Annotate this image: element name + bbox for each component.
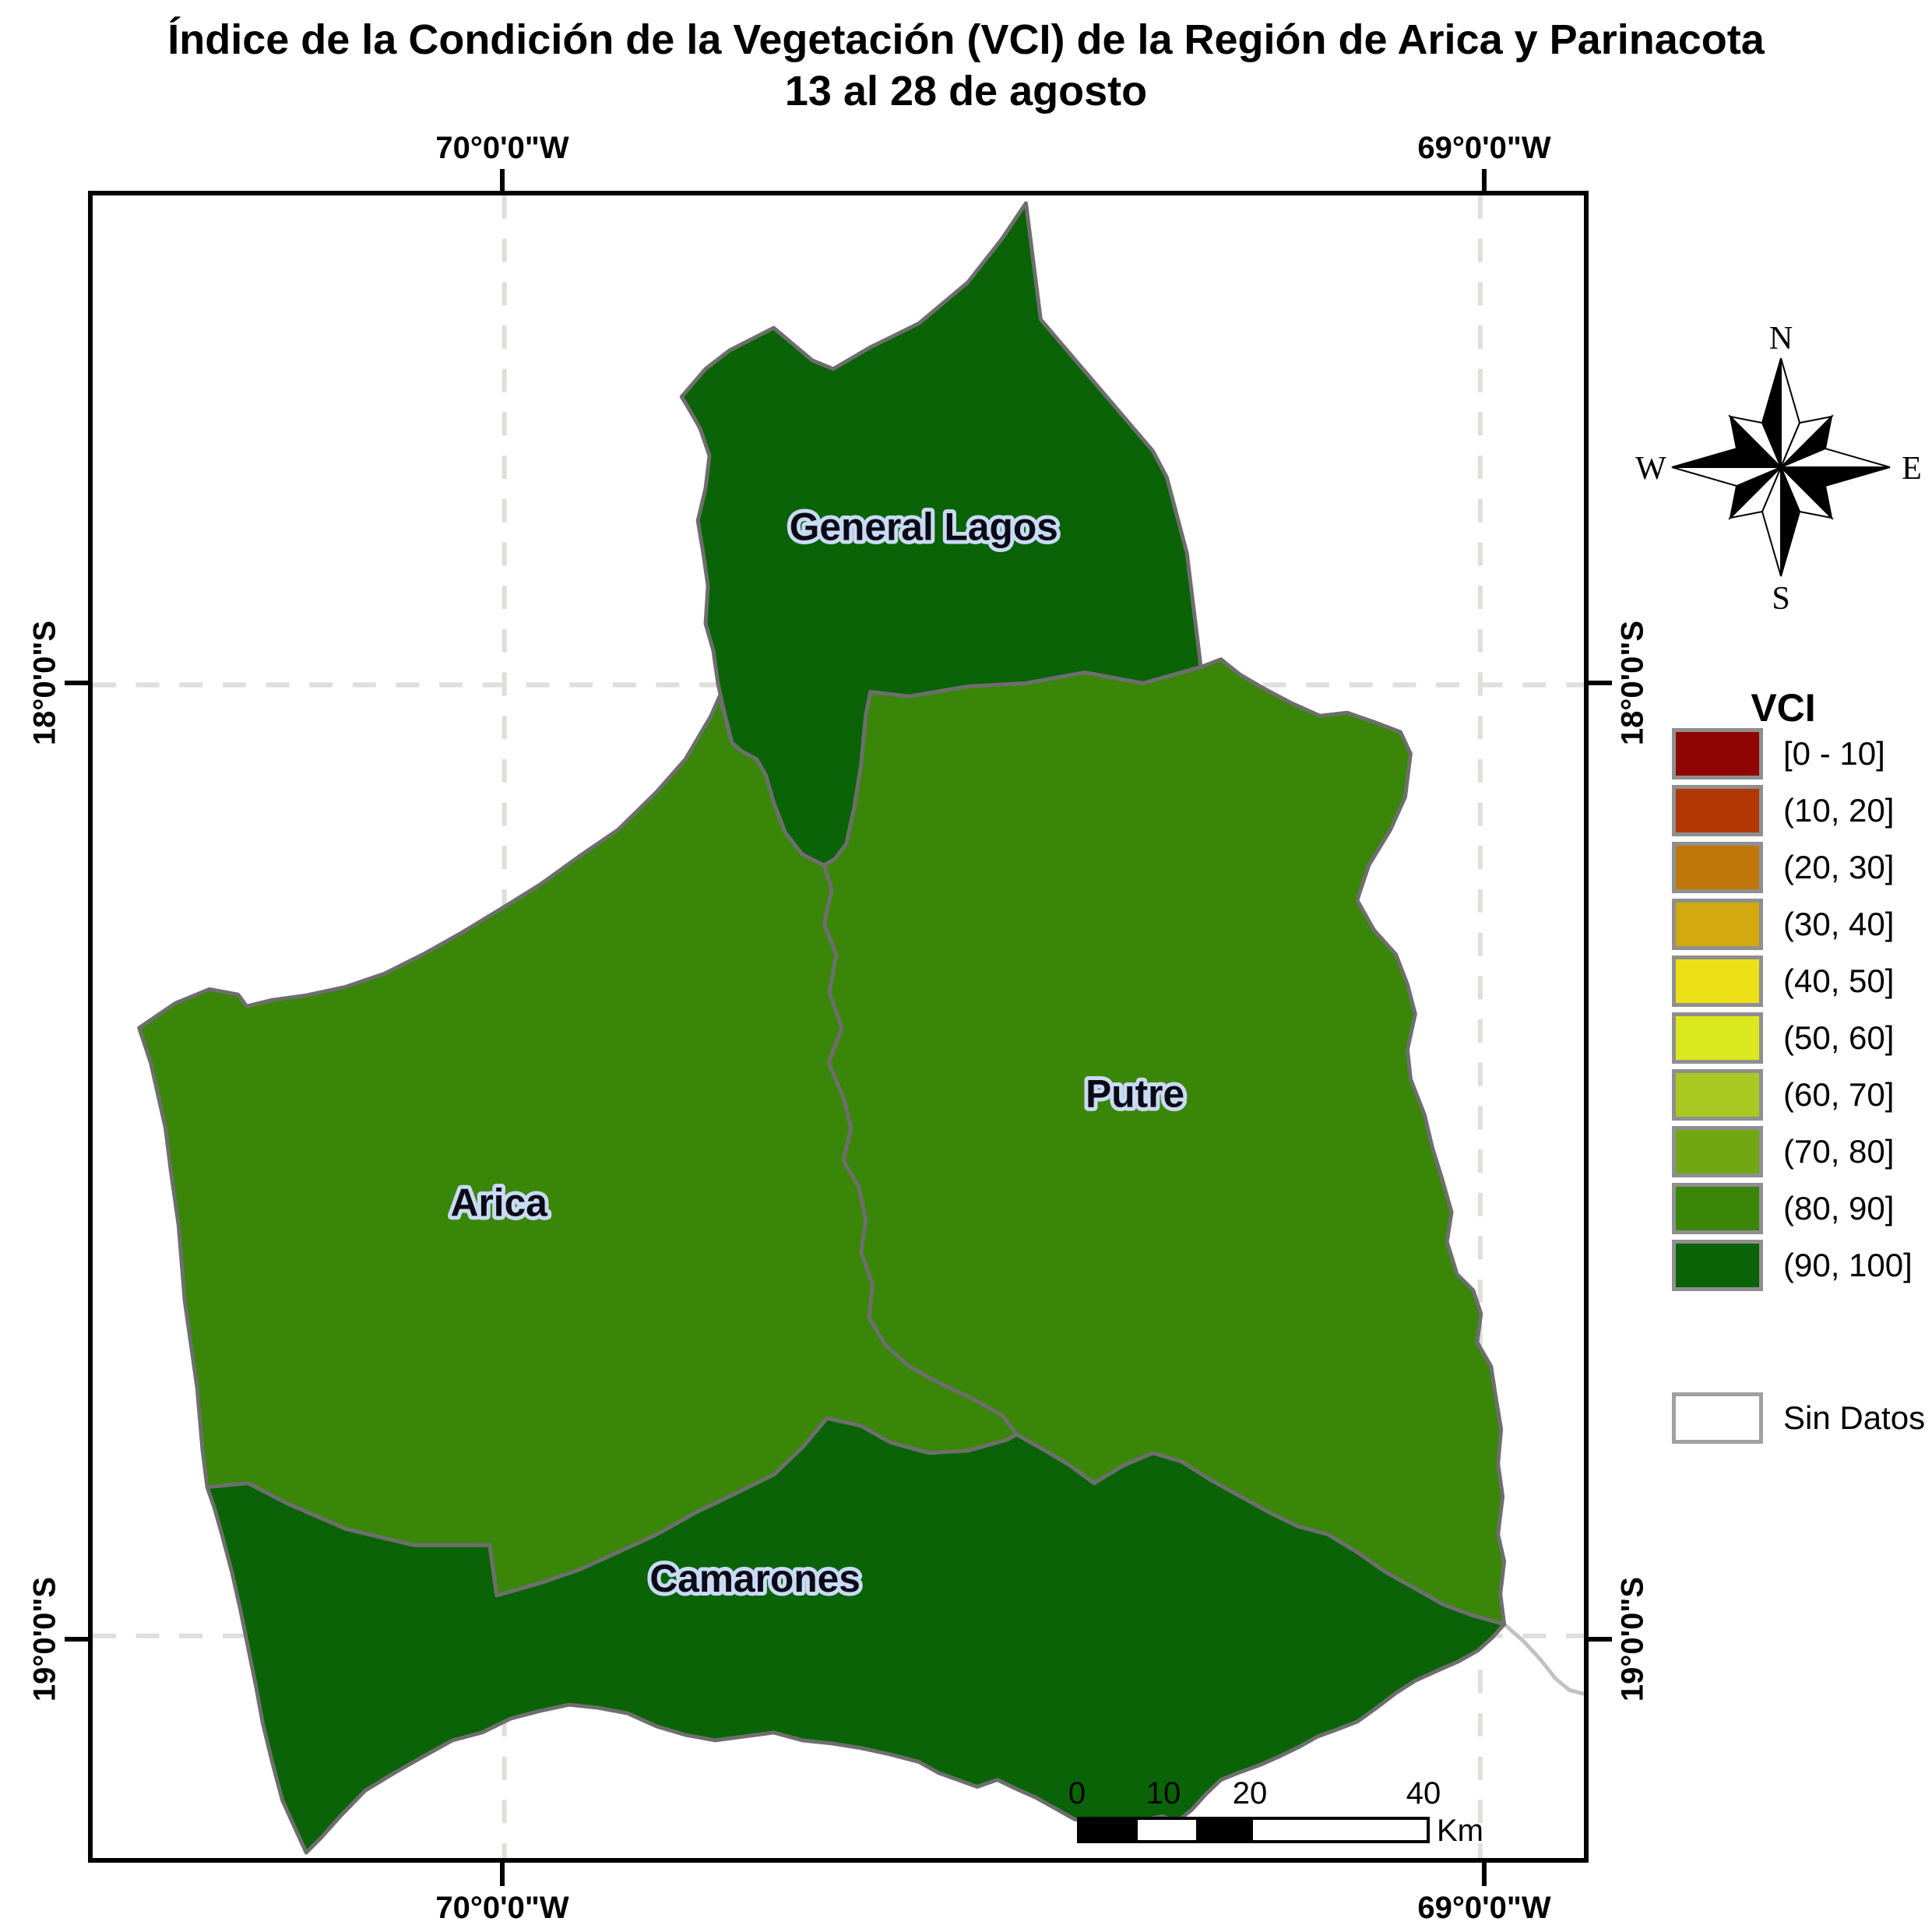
- legend-label: (70, 80]: [1783, 1133, 1895, 1170]
- tick-bottom-70w: [500, 1863, 505, 1886]
- scalebar-tick-10: 10: [1145, 1776, 1181, 1811]
- region-labels: General Lagos Putre Arica Camarones: [447, 501, 1188, 1604]
- scalebar-segment: [1253, 1820, 1427, 1840]
- legend-swatch: [1672, 728, 1763, 779]
- legend-label: (20, 30]: [1783, 849, 1895, 885]
- scalebar-bar: [1077, 1817, 1430, 1843]
- legend-label-no-data: Sin Datos: [1783, 1399, 1926, 1436]
- lat-label-right-18s: 18°0'0"S: [1615, 620, 1650, 746]
- lat-label-left-18s: 18°0'0"S: [27, 620, 62, 746]
- legend-swatch: [1672, 1183, 1763, 1234]
- legend-label: (80, 90]: [1783, 1190, 1895, 1226]
- no-data-boundary-line: [1502, 1622, 1584, 1696]
- tick-left-18s: [65, 681, 88, 685]
- compass-s: S: [1772, 581, 1789, 615]
- lon-label-bottom-69w: 69°0'0"W: [1417, 1891, 1551, 1925]
- lon-label-top-69w: 69°0'0"W: [1417, 131, 1551, 165]
- lon-label-top-70w: 70°0'0"W: [435, 131, 569, 165]
- region-camarones: [205, 1416, 1507, 1855]
- legend-label: (40, 50]: [1783, 962, 1895, 999]
- map-canvas: General Lagos Putre Arica Camarones: [93, 195, 1584, 1858]
- legend-swatch: [1672, 842, 1763, 893]
- legend-swatch: [1672, 955, 1763, 1007]
- tick-bottom-69w: [1482, 1863, 1487, 1886]
- compass-n: N: [1769, 327, 1793, 357]
- scalebar-tick-0: 0: [1068, 1776, 1086, 1811]
- comuna-polygons: [137, 201, 1507, 1855]
- north-arrow: N E S W: [1635, 327, 1922, 615]
- scale-bar: 0 10 20 40 Km: [1068, 1776, 1483, 1862]
- legend-swatch-no-data: [1672, 1392, 1763, 1444]
- legend-label: [0 - 10]: [1783, 735, 1885, 772]
- compass-letters: N E S W: [1635, 327, 1922, 615]
- lat-label-right-19s: 19°0'0"S: [1615, 1576, 1650, 1702]
- map-frame: General Lagos Putre Arica Camarones 0 10…: [88, 191, 1589, 1863]
- tick-right-19s: [1589, 1637, 1612, 1642]
- legend-swatch: [1672, 1126, 1763, 1177]
- legend-swatch: [1672, 899, 1763, 950]
- page-title: Índice de la Condición de la Vegetación …: [167, 16, 1765, 63]
- legend-label: (30, 40]: [1783, 906, 1895, 942]
- legend-label: (60, 70]: [1783, 1076, 1895, 1113]
- page-subtitle: 13 al 28 de agosto: [784, 68, 1148, 114]
- tick-top-69w: [1482, 169, 1487, 192]
- scalebar-segment: [1138, 1820, 1196, 1840]
- legend-swatch: [1672, 1069, 1763, 1121]
- tick-top-70w: [500, 169, 505, 192]
- legend-swatch: [1672, 1012, 1763, 1064]
- legend-title: VCI: [1751, 686, 1816, 730]
- lon-label-bottom-70w: 70°0'0"W: [435, 1891, 569, 1925]
- tick-left-19s: [65, 1637, 88, 1642]
- scalebar-unit: Km: [1437, 1814, 1483, 1848]
- legend-swatch: [1672, 785, 1763, 836]
- label-putre: Putre: [1086, 1072, 1184, 1115]
- legend-swatch: [1672, 1240, 1763, 1291]
- compass-w: W: [1635, 451, 1666, 487]
- title-block: Índice de la Condición de la Vegetación …: [0, 14, 1932, 117]
- scalebar-tick-20: 20: [1232, 1776, 1268, 1811]
- compass-star: [1671, 357, 1891, 577]
- lat-label-left-19s: 19°0'0"S: [27, 1576, 62, 1702]
- tick-right-18s: [1589, 681, 1612, 685]
- compass-e: E: [1902, 451, 1922, 487]
- label-camarones: Camarones: [649, 1557, 860, 1600]
- scalebar-tick-40: 40: [1406, 1776, 1441, 1811]
- scalebar-segment: [1080, 1820, 1138, 1840]
- label-arica: Arica: [451, 1181, 548, 1225]
- label-general-lagos: General Lagos: [790, 505, 1058, 548]
- legend-label: (10, 20]: [1783, 792, 1895, 829]
- legend-label: (50, 60]: [1783, 1019, 1895, 1056]
- scalebar-segment: [1195, 1820, 1254, 1840]
- legend-label: (90, 100]: [1783, 1247, 1913, 1283]
